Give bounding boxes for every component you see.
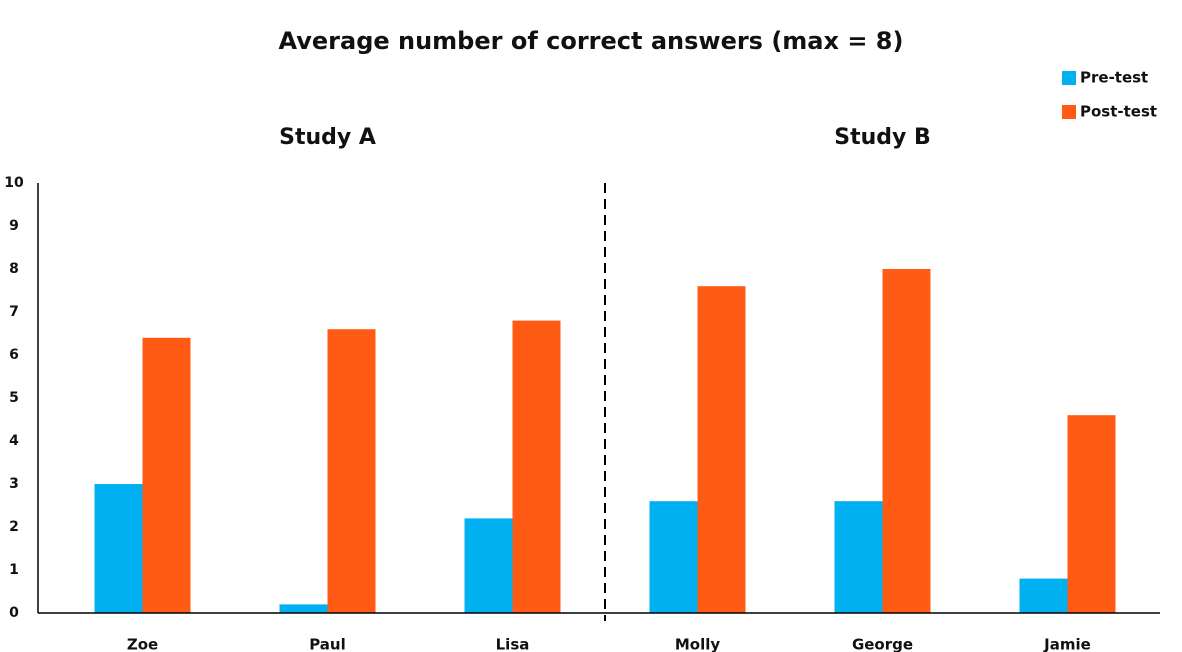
bar — [94, 484, 143, 613]
x-tick-label: George — [852, 636, 913, 652]
legend-swatch — [1062, 71, 1076, 85]
y-tick-label: 2 — [9, 519, 19, 535]
bar — [512, 320, 561, 613]
legend-label: Pre-test — [1080, 69, 1148, 87]
bar — [327, 329, 376, 613]
bar — [649, 501, 698, 613]
y-tick-label: 1 — [9, 562, 19, 578]
x-tick-label: Molly — [675, 636, 721, 652]
x-tick-label: Jamie — [1043, 636, 1091, 652]
bar — [882, 269, 931, 613]
bar — [142, 337, 191, 613]
group-label: Study A — [279, 125, 376, 150]
bar — [697, 286, 746, 613]
y-tick-label: 9 — [9, 218, 19, 234]
x-tick-label: Lisa — [496, 636, 530, 652]
y-tick-label: 10 — [4, 175, 24, 191]
legend-swatch — [1062, 105, 1076, 119]
y-tick-label: 6 — [9, 347, 19, 363]
chart-title: Average number of correct answers (max =… — [279, 27, 904, 55]
legend-label: Post-test — [1080, 103, 1157, 121]
y-tick-label: 5 — [9, 390, 19, 406]
bar — [1019, 578, 1068, 613]
y-tick-label: 7 — [9, 304, 19, 320]
x-tick-label: Paul — [309, 636, 346, 652]
bar — [834, 501, 883, 613]
bar — [279, 604, 328, 613]
bar — [464, 518, 513, 613]
y-tick-label: 0 — [9, 605, 19, 621]
y-tick-label: 4 — [9, 433, 19, 449]
y-tick-label: 3 — [9, 476, 19, 492]
group-label: Study B — [834, 125, 931, 150]
y-tick-label: 8 — [9, 261, 19, 277]
bar — [1067, 415, 1116, 613]
x-tick-label: Zoe — [127, 636, 158, 652]
